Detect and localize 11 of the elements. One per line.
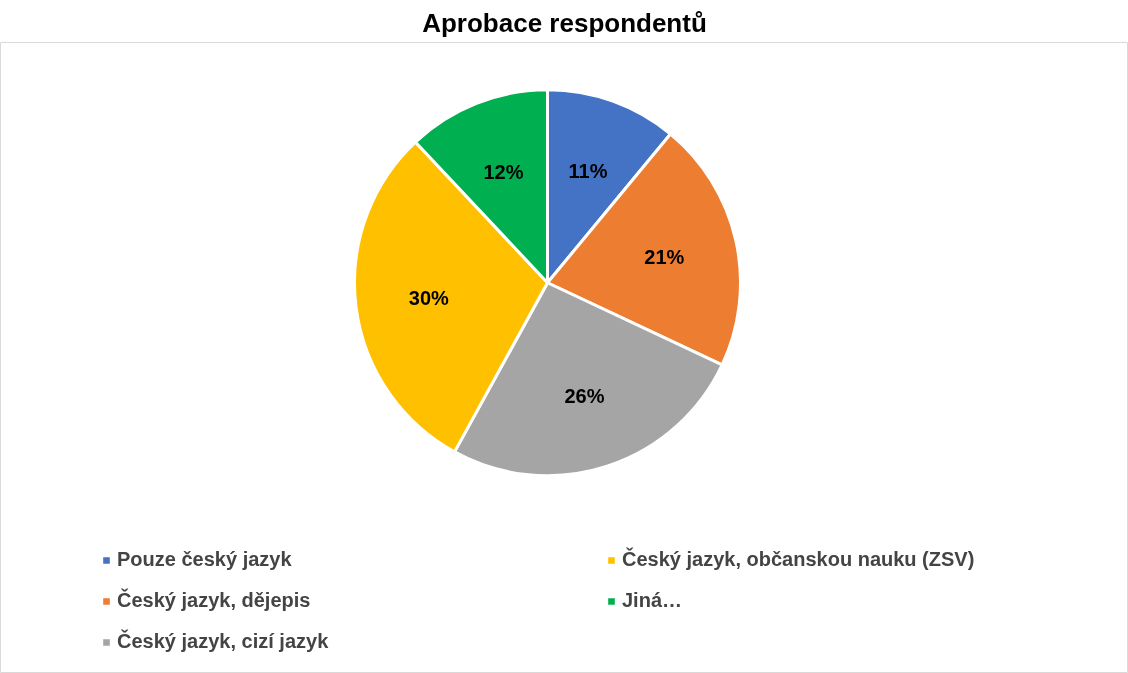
- legend-label: Český jazyk, cizí jazyk: [117, 630, 330, 653]
- legend-label: Český jazyk, dějepis: [117, 589, 312, 612]
- data-label: 26%: [564, 385, 605, 408]
- data-label: 11%: [568, 159, 608, 182]
- legend-label: Český jazyk, občanskou nauku (ZSV): [622, 548, 976, 571]
- chart-title: Aprobace respondentů: [422, 7, 707, 38]
- data-label: 21%: [644, 245, 685, 268]
- data-label: 30%: [408, 286, 450, 309]
- legend-label: Jiná…: [622, 589, 684, 612]
- legend-label: Pouze český jazyk: [117, 548, 293, 571]
- data-label: 12%: [483, 160, 524, 183]
